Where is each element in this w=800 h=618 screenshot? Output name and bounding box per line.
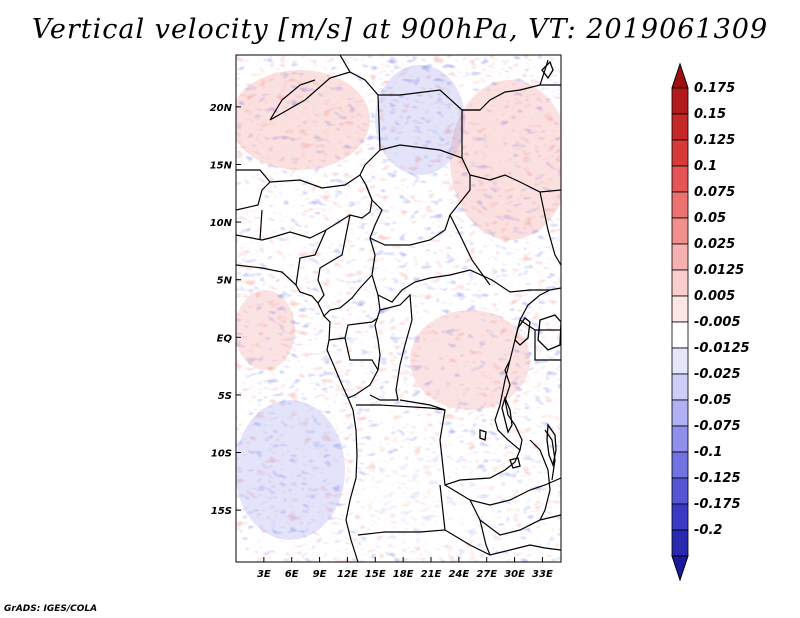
lon-tick-label: 33E (532, 569, 553, 580)
lat-tick-label: 10N (210, 218, 233, 229)
lat-tick-label: 10S (211, 449, 232, 460)
longitude-axis: 3E 6E 9E 12E 15E 18E 21E 24E 27E 30E 33E (257, 557, 553, 580)
colorbar-label: -0.005 (694, 315, 741, 330)
colorbar-label: -0.2 (694, 523, 722, 538)
colorbar-label: 0.175 (694, 81, 735, 96)
lon-tick-label: 6E (285, 569, 299, 580)
colorbar: 0.175 0.15 0.125 0.1 0.075 0.05 0.025 0.0125 0.0… (671, 62, 750, 582)
colorbar-swatch (671, 529, 689, 557)
lon-tick-label: 30E (504, 569, 525, 580)
colorbar-swatch (671, 451, 689, 479)
colorbar-swatch (671, 503, 689, 531)
colorbar-label: -0.1 (694, 445, 722, 460)
colorbar-swatch (671, 217, 689, 245)
colorbar-swatch (671, 321, 689, 349)
colorbar-label: 0.0125 (694, 263, 744, 278)
colorbar-label: -0.025 (694, 367, 741, 382)
map-frame (235, 54, 562, 563)
lon-tick-label: 15E (365, 569, 386, 580)
grads-credit: GrADS: IGES/COLA (4, 604, 98, 614)
colorbar-label: 0.15 (694, 107, 726, 122)
lat-tick-label: 5S (218, 391, 232, 402)
colorbar-label: 0.025 (694, 237, 735, 252)
colorbar-label: 0.075 (694, 185, 735, 200)
colorbar-top-arrow (671, 62, 689, 89)
colorbar-swatch (671, 269, 689, 297)
colorbar-swatch (671, 87, 689, 115)
colorbar-label: -0.175 (694, 497, 741, 512)
colorbar-swatch (671, 347, 689, 375)
colorbar-label: -0.125 (694, 471, 741, 486)
colorbar-swatch (671, 191, 689, 219)
lat-tick-label: 20N (210, 103, 233, 114)
lon-tick-label: 12E (337, 569, 358, 580)
colorbar-label: 0.005 (694, 289, 735, 304)
lon-tick-label: 27E (476, 569, 497, 580)
lon-tick-label: 24E (448, 569, 469, 580)
lon-tick-label: 9E (313, 569, 327, 580)
colorbar-swatch (671, 165, 689, 193)
colorbar-swatch (671, 399, 689, 427)
colorbar-label: 0.125 (694, 133, 735, 148)
lat-tick-label: EQ (217, 333, 233, 344)
colorbar-swatch (671, 425, 689, 453)
colorbar-label: -0.075 (694, 419, 741, 434)
colorbar-label: 0.1 (694, 159, 717, 174)
lat-tick-label: 15S (211, 506, 232, 517)
colorbar-label: 0.05 (694, 211, 726, 226)
lat-tick-label: 15N (210, 160, 233, 171)
lon-tick-label: 3E (257, 569, 271, 580)
colorbar-swatch (671, 139, 689, 167)
colorbar-bottom-arrow (671, 555, 689, 582)
map-title: Vertical velocity [m/s] at 900hPa, VT: 2… (31, 14, 769, 45)
vertical-velocity-field (236, 55, 561, 562)
colorbar-swatch (671, 373, 689, 401)
colorbar-swatch (671, 477, 689, 505)
latitude-axis: 20N 15N 10N 5N EQ 5S 10S 15S (210, 103, 241, 517)
colorbar-swatch (671, 113, 689, 141)
colorbar-label: -0.05 (694, 393, 731, 408)
lat-tick-label: 5N (217, 276, 233, 287)
colorbar-swatch (671, 243, 689, 271)
lon-tick-label: 18E (393, 569, 414, 580)
colorbar-label: -0.0125 (694, 341, 750, 356)
country-borders (236, 55, 561, 562)
lon-tick-label: 21E (421, 569, 442, 580)
colorbar-swatch (671, 295, 689, 323)
